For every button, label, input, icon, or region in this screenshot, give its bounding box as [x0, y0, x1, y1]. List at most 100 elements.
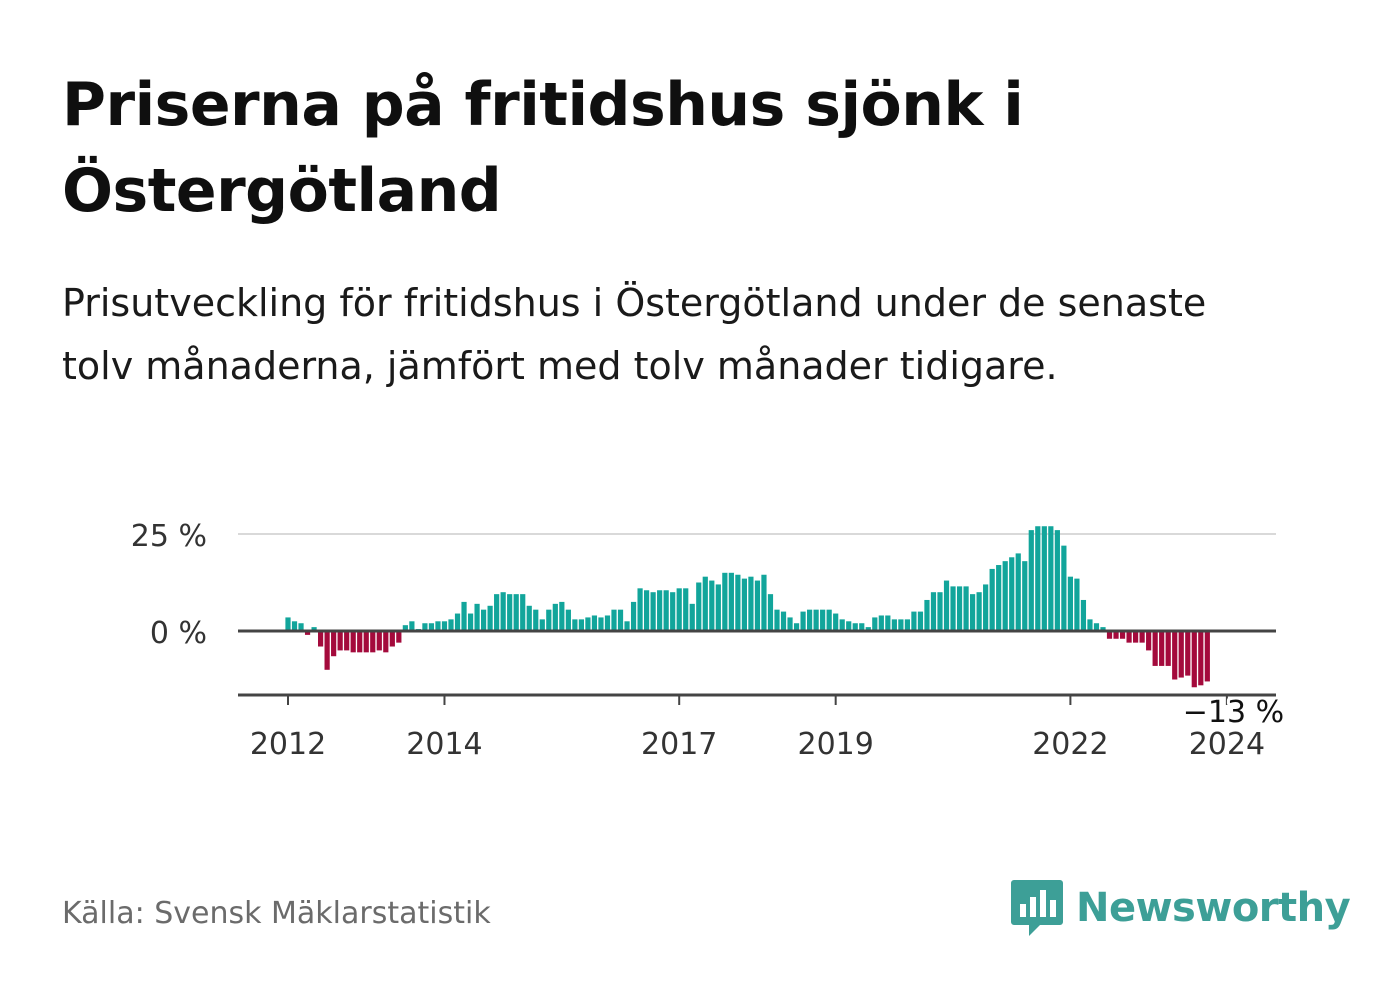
bar-positive	[1015, 553, 1021, 631]
bar-negative	[363, 631, 369, 653]
last-value-annotation: −13 %	[1183, 695, 1284, 730]
bar-negative	[1172, 631, 1178, 680]
bar-negative	[1119, 631, 1126, 639]
bar-positive	[833, 613, 839, 631]
bar-positive	[520, 594, 526, 631]
bar-positive	[852, 623, 858, 631]
bar-positive	[754, 580, 761, 631]
bar-positive	[911, 611, 917, 631]
bar-negative	[318, 631, 324, 647]
bar-positive	[793, 623, 800, 631]
bar-positive	[533, 609, 539, 631]
bar-positive	[572, 619, 578, 631]
bar-positive	[1022, 561, 1028, 631]
bar-positive	[865, 627, 871, 631]
newsworthy-logo-text: Newsworthy	[1076, 885, 1351, 931]
bar-positive	[650, 592, 656, 631]
bar-negative	[1198, 631, 1204, 686]
bar-positive	[728, 572, 734, 631]
bar-positive	[709, 580, 715, 631]
bar-positive	[839, 619, 845, 631]
y-tick-label: 25 %	[131, 519, 207, 554]
bar-negative	[1106, 631, 1113, 639]
bar-positive	[481, 609, 487, 631]
bar-positive	[963, 586, 969, 631]
bar-negative	[1113, 631, 1119, 639]
bar-positive	[552, 603, 558, 631]
bar-positive	[1100, 627, 1106, 631]
x-tick-label: 2012	[250, 727, 326, 762]
bar-positive	[513, 594, 519, 631]
bar-chart: 0 % 25 % 2012 2014 2017 2019 2022 2024−13 %	[130, 519, 1285, 762]
bars-layer	[285, 526, 1210, 688]
bar-negative	[1165, 631, 1171, 666]
bar-positive	[846, 621, 852, 631]
bar-positive	[820, 609, 826, 631]
bar-positive	[604, 615, 611, 631]
bar-positive	[630, 601, 637, 631]
bar-positive	[546, 609, 552, 631]
bar-positive	[1067, 576, 1073, 631]
bar-positive	[898, 619, 904, 631]
bar-positive	[663, 590, 669, 631]
bar-positive	[813, 609, 819, 631]
bar-positive	[1041, 526, 1047, 631]
bar-positive	[1080, 599, 1087, 631]
bar-positive	[676, 588, 682, 631]
bar-positive	[598, 617, 604, 631]
bar-positive	[826, 609, 832, 631]
bar-positive	[937, 592, 943, 631]
bar-positive	[617, 609, 624, 631]
bar-positive	[507, 594, 513, 631]
chart-subtitle: Prisutveckling för fritidshus i Östergöt…	[62, 281, 1207, 388]
bar-positive	[722, 572, 728, 631]
bar-positive	[1035, 526, 1041, 631]
bar-positive	[741, 578, 747, 631]
bar-positive	[591, 615, 598, 631]
bar-positive	[872, 617, 878, 631]
bar-negative	[344, 631, 350, 651]
x-tick-label: 2022	[1032, 727, 1108, 762]
bar-positive	[996, 565, 1002, 631]
bar-negative	[376, 631, 382, 651]
bar-positive	[1054, 530, 1060, 631]
bar-positive	[500, 592, 506, 631]
bar-positive	[291, 621, 298, 631]
bar-positive	[735, 574, 741, 631]
bar-positive	[441, 621, 448, 631]
bar-negative	[1133, 631, 1139, 643]
bar-positive	[311, 627, 317, 631]
bar-positive	[748, 576, 754, 631]
bar-negative	[304, 631, 311, 635]
x-tick-label: 2019	[798, 727, 874, 762]
y-tick-label: 0 %	[150, 616, 207, 651]
bar-positive	[285, 617, 291, 631]
bar-positive	[422, 623, 428, 631]
bar-positive	[780, 611, 787, 631]
bar-positive	[774, 609, 780, 631]
bar-positive	[1028, 530, 1034, 631]
bar-positive	[409, 621, 415, 631]
bar-negative	[1152, 631, 1158, 666]
bar-negative	[1126, 631, 1132, 643]
bar-positive	[1048, 526, 1054, 631]
bar-positive	[800, 611, 806, 631]
bar-positive	[787, 617, 793, 631]
bar-positive	[917, 611, 924, 631]
bar-positive	[859, 623, 865, 631]
bar-positive	[976, 592, 982, 631]
newsworthy-logo[interactable]: Newsworthy	[1010, 878, 1351, 938]
bar-positive	[611, 609, 617, 631]
bar-positive	[1074, 578, 1080, 631]
bar-negative	[396, 631, 402, 643]
bar-negative	[1185, 631, 1191, 676]
axis-layer	[238, 629, 1276, 705]
bar-positive	[637, 588, 643, 631]
bar-positive	[983, 584, 989, 631]
bar-positive	[448, 619, 454, 631]
bar-positive	[715, 584, 721, 631]
bar-positive	[461, 601, 467, 631]
bar-negative	[337, 631, 343, 651]
source-note: Källa: Svensk Mäklarstatistik	[62, 896, 491, 931]
x-tick-label: 2024	[1189, 727, 1265, 762]
